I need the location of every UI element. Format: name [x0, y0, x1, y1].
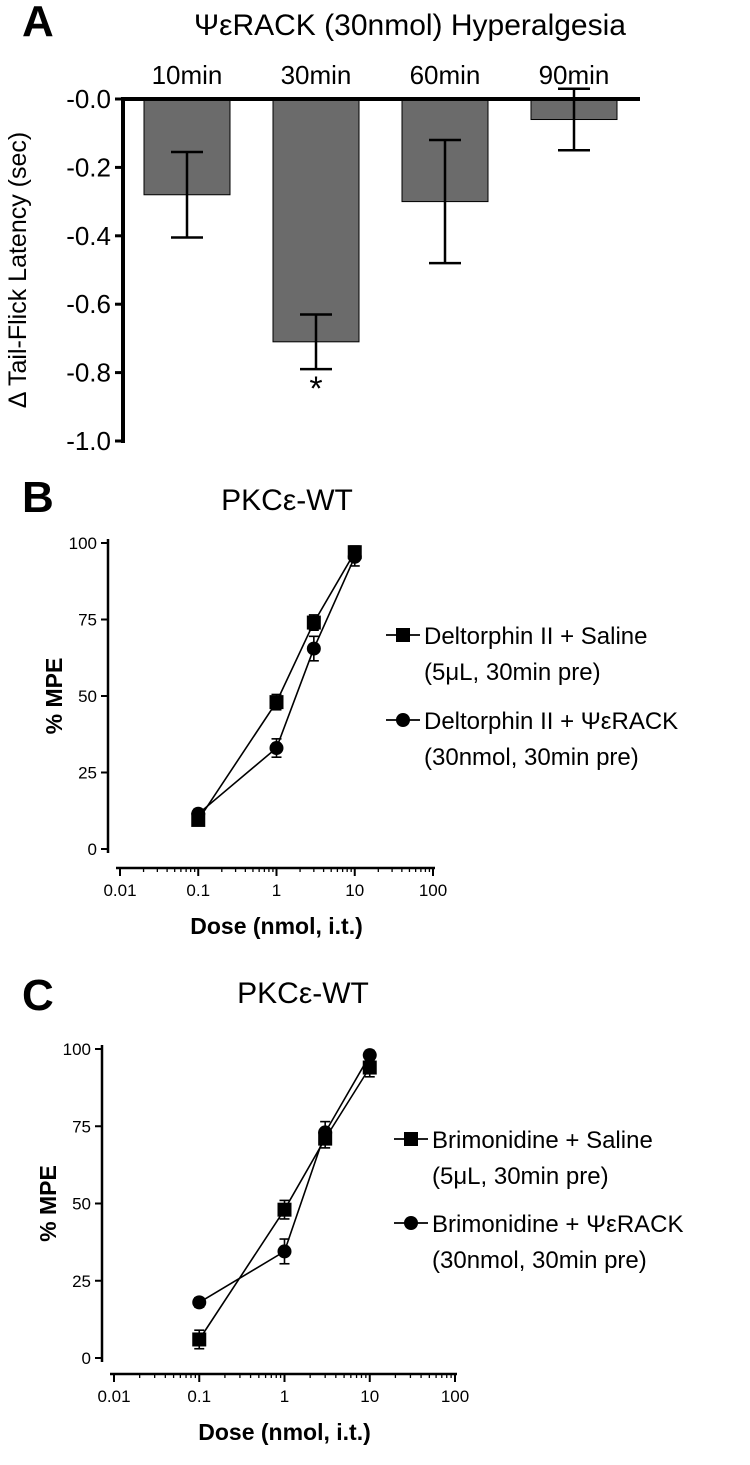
data-point-circle [192, 1295, 207, 1310]
x-tick-label: 0.01 [103, 881, 136, 900]
y-tick-label: 75 [78, 611, 97, 630]
y-tick-label: 0 [82, 1349, 91, 1368]
series-line [197, 556, 356, 815]
data-point-square [269, 695, 284, 710]
legend-label-line2: (30nmol, 30min pre) [424, 744, 639, 771]
y-tick-label: -0.0 [66, 84, 111, 114]
series-square [191, 545, 362, 827]
panel-a-label: A [22, 0, 54, 46]
data-point-square [362, 1060, 377, 1075]
legend-item: Deltorphin II + Saline (5μL, 30min pre) [386, 623, 647, 686]
significance-mark: * [309, 370, 322, 408]
series-square [192, 1057, 377, 1350]
y-axis-label: % MPE [35, 1165, 61, 1242]
chart-title: PKCε-WT [237, 977, 369, 1010]
x-axis-label: Dose (nmol, i.t.) [190, 913, 363, 939]
panel-b-label: B [22, 473, 54, 522]
x-tick-label: 100 [419, 881, 447, 900]
legend-label: Deltorphin II + Saline [424, 623, 647, 650]
legend-item: Brimonidine + Saline (5μL, 30min pre) [394, 1127, 653, 1190]
panel-b: B PKCε-WT 0 25 50 75 100 0.01 0.1 1 10 100 Dose (nmo… [22, 473, 678, 939]
series-circle [191, 546, 362, 821]
category-label-60min: 60min [410, 60, 481, 90]
data-point-circle [306, 641, 321, 656]
data-point-square [192, 1332, 207, 1347]
x-tick-label: 0.1 [187, 1387, 211, 1406]
bar-30min [272, 98, 360, 343]
data-point-circle [347, 549, 362, 564]
series-line [198, 1054, 371, 1304]
data-point-circle [191, 806, 206, 821]
series-circle [192, 1048, 377, 1310]
chart-title: PKCε-WT [221, 484, 353, 517]
panel-a: A ΨεRACK (30nmol) Hyperalgesia 10min 30min 6… [4, 0, 640, 456]
y-tick-label: -0.4 [66, 221, 111, 251]
panel-a-title: ΨεRACK (30nmol) Hyperalgesia [194, 9, 626, 42]
data-point-square [277, 1202, 292, 1217]
legend-item: Brimonidine + ΨεRACK (30nmol, 30min pre) [394, 1211, 684, 1274]
legend-item: Deltorphin II + ΨεRACK (30nmol, 30min pre… [386, 708, 678, 771]
data-point-square [306, 615, 321, 630]
x-tick-label: 1 [272, 881, 281, 900]
category-label-10min: 10min [152, 60, 223, 90]
y-tick-label: 0 [88, 840, 97, 859]
legend-label: Brimonidine + ΨεRACK [432, 1211, 684, 1238]
y-tick-label: 100 [69, 534, 97, 553]
errorbar-10min [171, 150, 203, 239]
errorbar-30min [300, 313, 332, 371]
series-line [197, 551, 356, 821]
y-tick-label: -0.6 [66, 289, 111, 319]
x-axis-label: Dose (nmol, i.t.) [198, 1419, 371, 1445]
x-tick-label: 0.01 [97, 1387, 130, 1406]
category-label-30min: 30min [281, 60, 352, 90]
y-tick-label: 75 [72, 1117, 91, 1136]
y-tick-label: 50 [78, 687, 97, 706]
legend-label: Deltorphin II + ΨεRACK [424, 708, 678, 735]
y-tick-label: 25 [72, 1272, 91, 1291]
legend-marker-circle [404, 1216, 418, 1230]
legend-label-line2: (5μL, 30min pre) [424, 659, 601, 686]
data-point-circle [277, 1244, 292, 1259]
y-tick-label: -0.8 [66, 358, 111, 388]
legend-marker-square [396, 628, 410, 642]
x-tick-label: 10 [360, 1387, 379, 1406]
legend-label-line2: (5μL, 30min pre) [432, 1163, 609, 1190]
y-tick-label: 25 [78, 764, 97, 783]
series-line [198, 1067, 371, 1340]
legend-label-line2: (30nmol, 30min pre) [432, 1247, 647, 1274]
x-tick-label: 10 [345, 881, 364, 900]
data-point-circle [269, 741, 284, 756]
x-tick-label: 100 [441, 1387, 469, 1406]
y-tick-label: -0.2 [66, 152, 111, 182]
y-tick-label: 100 [63, 1040, 91, 1059]
legend-label: Brimonidine + Saline [432, 1127, 653, 1154]
errorbar-60min [429, 138, 461, 265]
data-point-circle [362, 1048, 377, 1063]
legend-marker-square [404, 1132, 418, 1146]
y-axis-label: % MPE [41, 658, 67, 735]
data-point-circle [318, 1125, 333, 1140]
x-tick-label: 0.1 [186, 881, 210, 900]
x-tick-label: 1 [280, 1387, 289, 1406]
y-tick-label: -1.0 [66, 426, 111, 456]
panel-c-label: C [22, 971, 54, 1020]
y-tick-label: 50 [72, 1195, 91, 1214]
legend-marker-circle [396, 713, 410, 727]
panel-c: C PKCε-WT 0 25 50 75 100 0.01 0.1 1 10 100 Dose (nmo… [22, 971, 684, 1445]
y-axis-label: Δ Tail-Flick Latency (sec) [4, 132, 32, 409]
category-label-90min: 90min [539, 60, 610, 90]
